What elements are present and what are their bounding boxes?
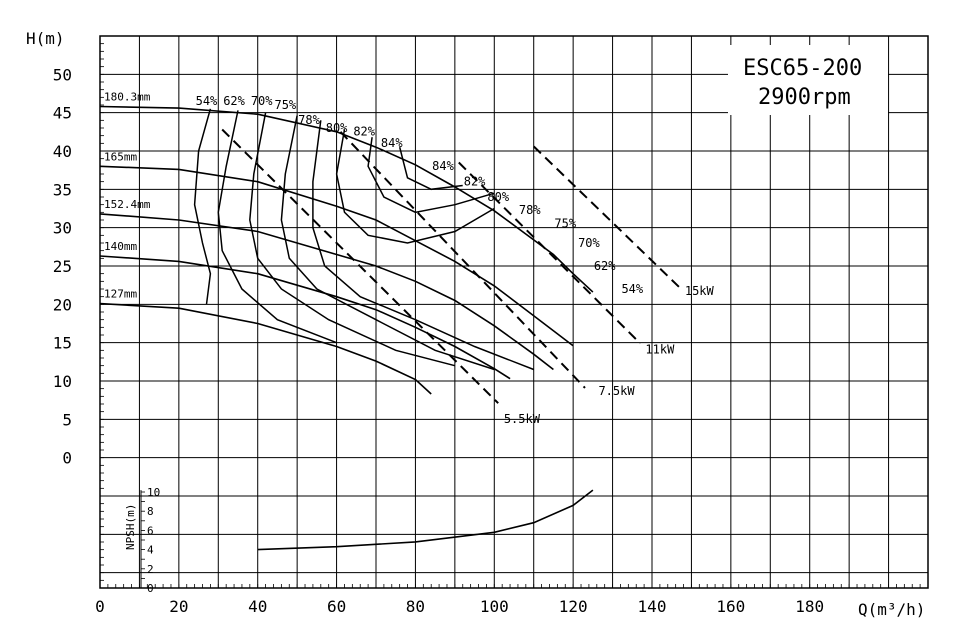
efficiency-label: 62% (594, 259, 616, 273)
power-label: 15kW (685, 284, 715, 298)
x-tick-label: 140 (638, 597, 667, 616)
impeller-curve (99, 302, 432, 395)
efficiency-label: 80% (326, 121, 348, 135)
impeller-curve (99, 255, 511, 380)
y-tick-label: 20 (53, 295, 72, 314)
x-tick-label: 80 (406, 597, 425, 616)
y-tick-label: 40 (53, 142, 72, 161)
chart-subtitle: 2900rpm (758, 85, 851, 110)
y-tick-label: 5 (62, 410, 72, 429)
efficiency-contours: 54% 62% 70% 75%78%80% 82%84%84%82%80%78%75%7… (193, 94, 644, 371)
efficiency-label: 62% (223, 94, 245, 108)
x-tick-label: 100 (480, 597, 509, 616)
impeller-curve (99, 165, 574, 347)
plot-frame (99, 35, 929, 589)
chart-grid (99, 35, 929, 589)
efficiency-label: 84% (381, 136, 403, 150)
y-tick-label: 10 (53, 372, 72, 391)
efficiency-contour (217, 110, 337, 344)
power-line (339, 131, 586, 389)
y-tick-label: 30 (53, 219, 72, 238)
efficiency-label: 70% (251, 94, 273, 108)
x-tick-label: 60 (327, 597, 346, 616)
efficiency-label: 70% (578, 236, 600, 250)
efficiency-label: 54% (621, 282, 643, 296)
impeller-label: 180.3mm (104, 91, 151, 104)
x-tick-label: 180 (795, 597, 824, 616)
efficiency-label: 54% (196, 94, 218, 108)
impeller-label: 140mm (104, 240, 137, 253)
npsh-tick-label: 8 (147, 505, 154, 518)
impeller-curve (99, 105, 594, 293)
npsh-tick-label: 6 (147, 524, 154, 537)
power-label: 11kW (645, 342, 675, 356)
npsh-curve (257, 489, 594, 551)
efficiency-contour (312, 120, 534, 371)
efficiency-label: 82% (464, 175, 486, 189)
power-lines: 5.5kW 7.5kW 11kW 15kW (221, 128, 715, 426)
efficiency-label: 84% (432, 159, 454, 173)
title-box (728, 45, 888, 115)
efficiency-label: 75% (554, 217, 576, 231)
efficiency-label: 80% (487, 190, 509, 204)
y-axis-label: H(m) (26, 29, 65, 48)
y-tick-label: 35 (53, 180, 72, 199)
efficiency-label: 78% (298, 113, 320, 127)
x-axis-label: Q(m³/h) (858, 600, 925, 619)
npsh-tick-label: 0 (147, 582, 154, 595)
npsh-tick-label: 2 (147, 563, 154, 576)
efficiency-contour (280, 115, 495, 371)
power-label: 7.5kW (598, 384, 635, 398)
npsh-axis: 0 2 4 6 8 10 (140, 486, 160, 595)
impeller-label: 127mm (104, 288, 137, 301)
npsh-tick-label: 4 (147, 544, 154, 557)
impeller-label: 152.4mm (104, 198, 151, 211)
power-line (533, 145, 681, 289)
y-tick-label: 25 (53, 257, 72, 276)
impeller-label: 165mm (104, 150, 137, 163)
x-tick-label: 160 (716, 597, 745, 616)
efficiency-contour (193, 108, 212, 305)
efficiency-contour (398, 147, 463, 191)
axis-ticks: 0 20 40 60 80 100 120 140 160 1800510152025303540… (53, 65, 824, 616)
power-line (458, 161, 641, 345)
npsh-curve-group (257, 489, 594, 551)
npsh-label: NPSH(m) (124, 504, 137, 550)
efficiency-label: 75% (274, 98, 296, 112)
x-tick-label: 40 (248, 597, 267, 616)
y-tick-label: 45 (53, 104, 72, 123)
power-line (221, 128, 499, 404)
x-tick-label: 20 (169, 597, 188, 616)
y-tick-label: 50 (53, 65, 72, 84)
npsh-tick-label: 10 (147, 486, 160, 499)
x-tick-label: 0 (95, 597, 105, 616)
y-tick-label: 15 (53, 334, 72, 353)
efficiency-label: 82% (353, 125, 375, 139)
power-label: 5.5kW (504, 412, 541, 426)
efficiency-contour (249, 112, 456, 367)
efficiency-contour (335, 129, 495, 244)
efficiency-label: 78% (519, 203, 541, 217)
impeller-curve (99, 213, 554, 371)
x-tick-label: 120 (559, 597, 588, 616)
chart-title: ESC65-200 (743, 56, 862, 81)
impeller-curves: 180.3mm 165mm 152.4mm 140mm 127mm (99, 91, 594, 395)
y-tick-label: 0 (62, 449, 72, 468)
